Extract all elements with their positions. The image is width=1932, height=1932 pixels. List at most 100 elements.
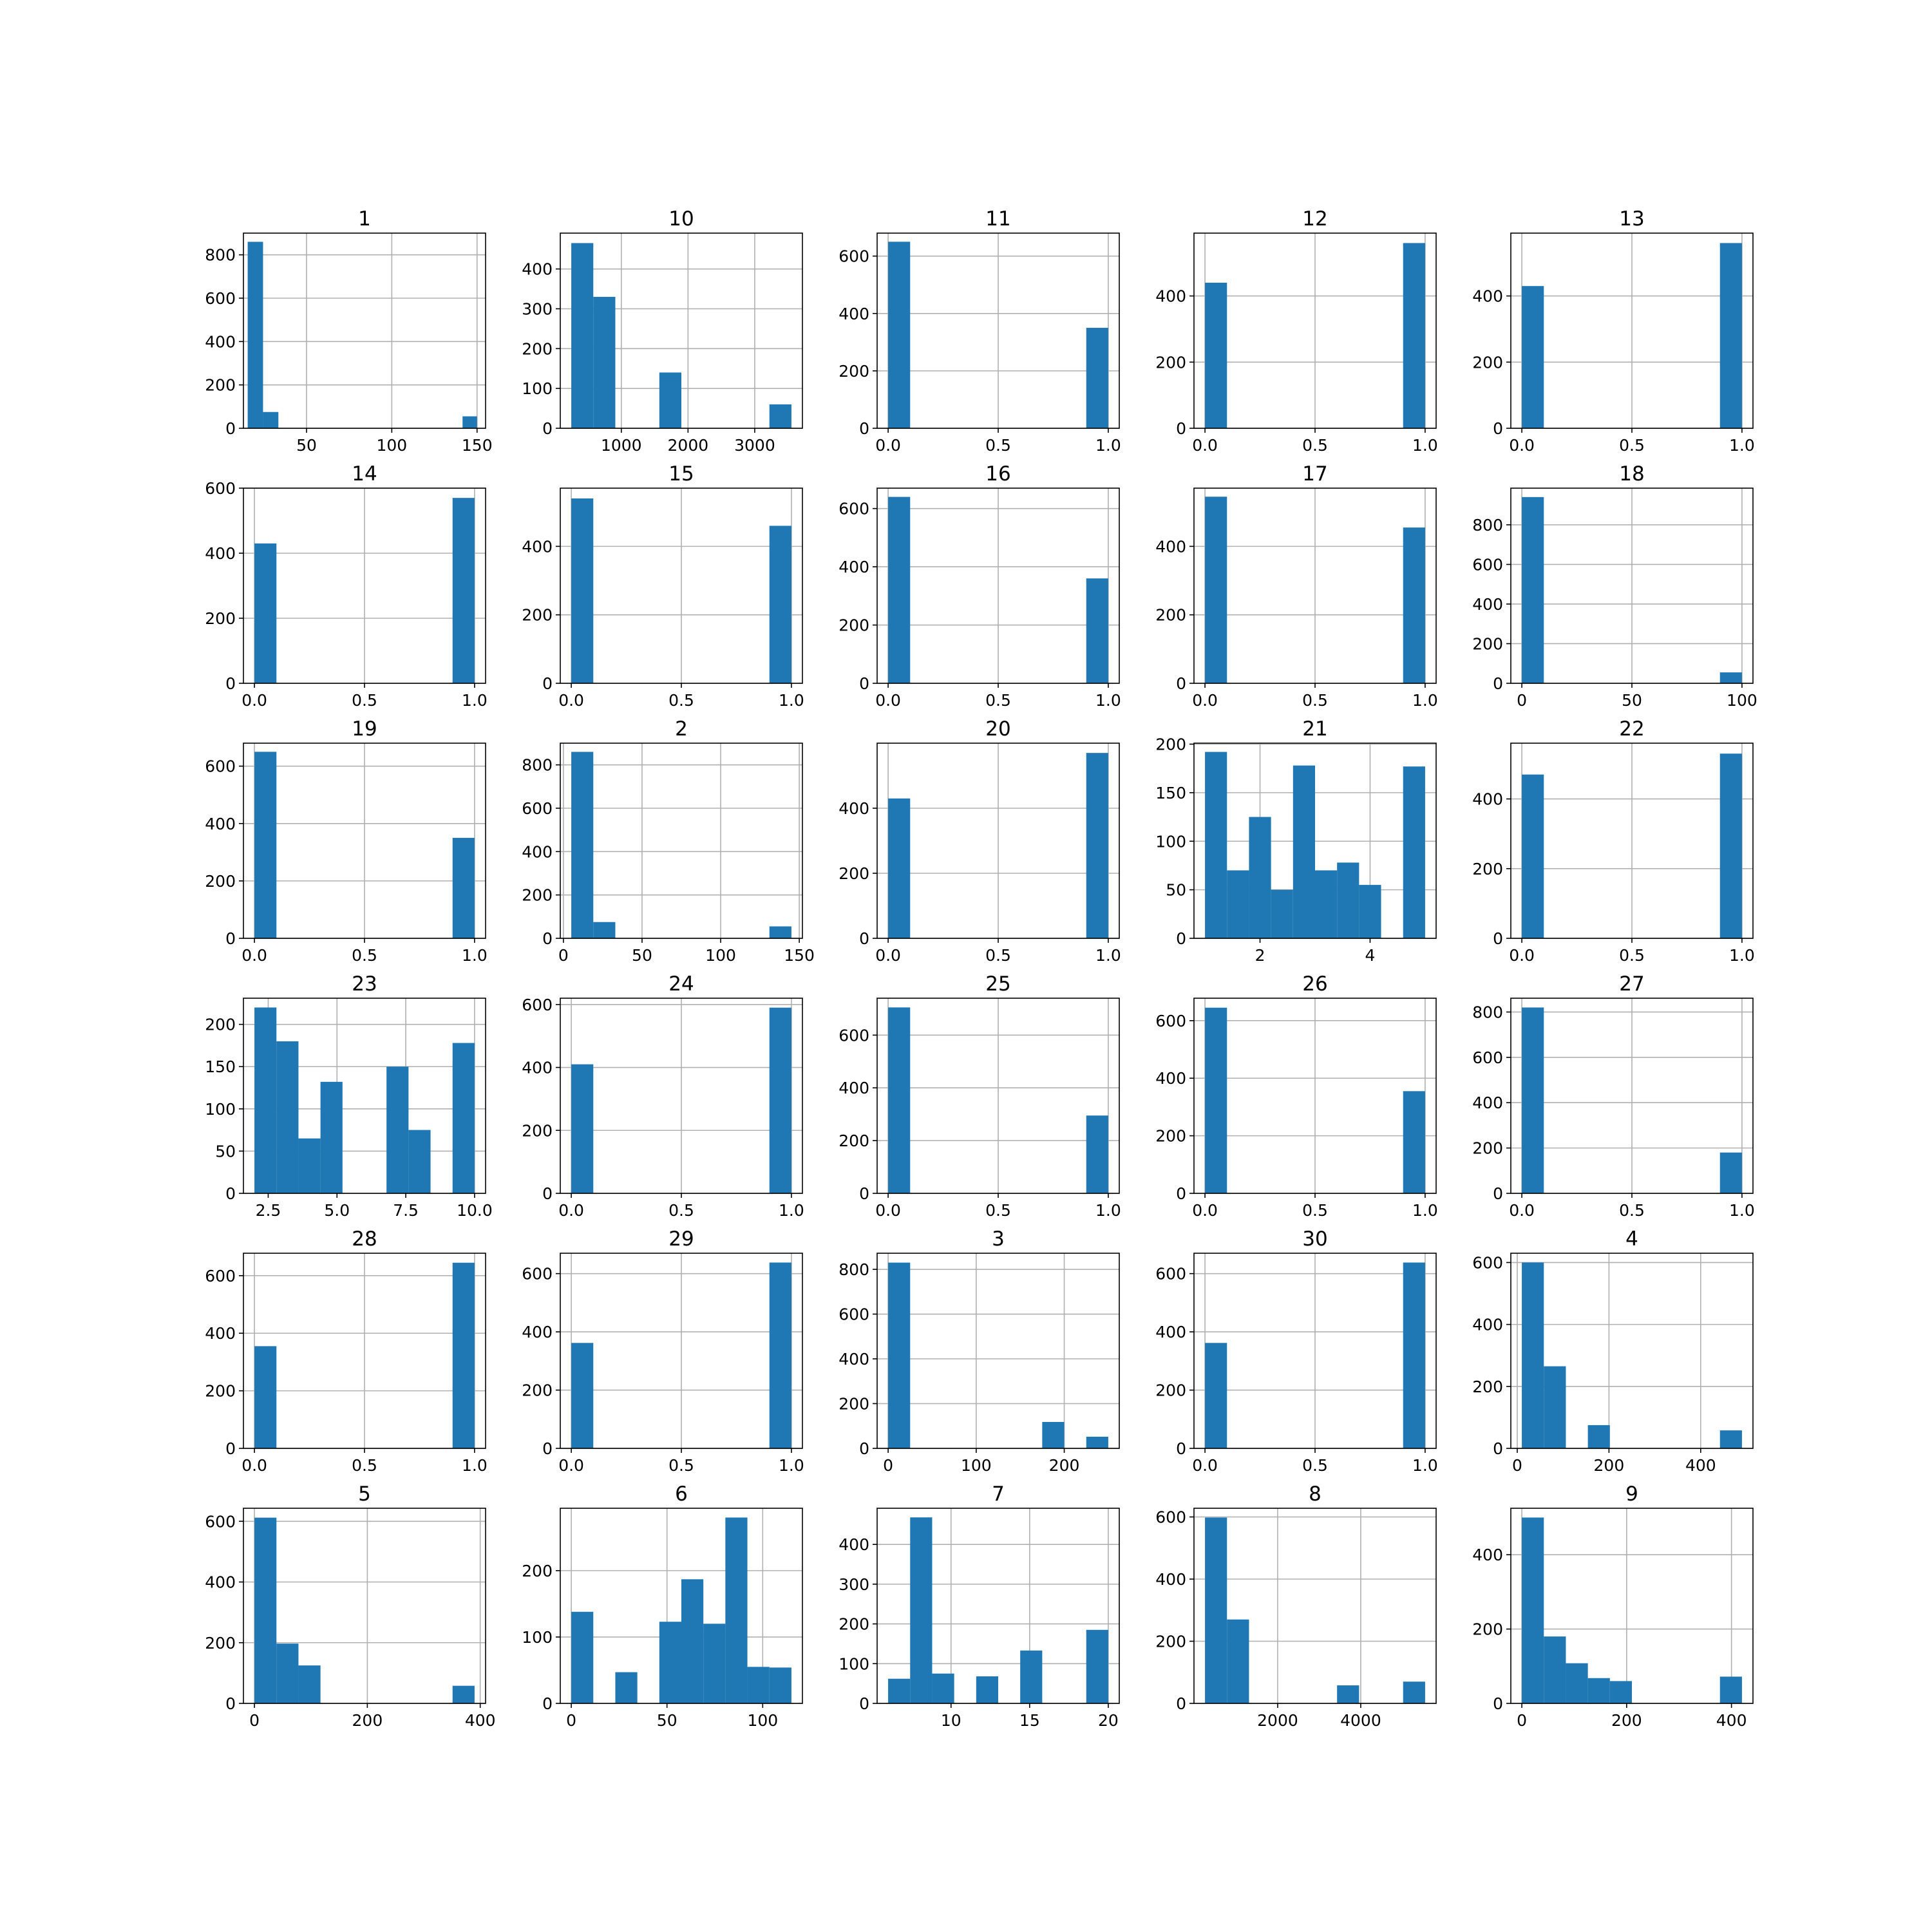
histogram-bar [888,798,911,938]
histogram-bar [1719,1430,1742,1448]
x-tick-label: 0.0 [242,1456,267,1475]
y-tick-label: 600 [522,1265,553,1283]
x-tick-label: 1.0 [1412,1201,1438,1220]
histogram-bar [276,1643,299,1703]
y-tick-label: 200 [1155,1381,1186,1400]
y-tick-label: 600 [838,247,869,266]
histogram-bar [571,752,594,938]
y-tick-label: 0 [542,1439,553,1458]
axes-frame [1510,1253,1754,1449]
histogram-bar [769,526,791,683]
panel-title: 10 [668,207,694,231]
histogram-panel: 0 50 100 0 200 400 600 800 18 [1472,462,1757,710]
histogram-panel: 2000 4000 0 200 400 600 8 [1155,1482,1437,1730]
histogram-bar [1403,527,1425,683]
histogram-bar [1086,328,1108,428]
panel-title: 26 [1302,972,1327,996]
x-tick-label: 1.0 [1729,946,1755,965]
histogram-panel: 0.0 0.5 1.0 0 200 400 600 11 [838,207,1121,455]
y-tick-label: 200 [522,1121,553,1140]
y-tick-label: 200 [205,376,236,395]
y-tick-label: 200 [1155,735,1186,754]
x-tick-label: 5.0 [324,1201,350,1220]
y-tick-label: 200 [1472,1378,1503,1396]
y-tick-label: 400 [522,537,553,556]
histogram-bar [452,838,475,938]
histogram-panel: 0.0 0.5 1.0 0 200 400 600 25 [838,972,1121,1220]
y-tick-label: 0 [225,929,236,948]
histogram-bar [408,1130,431,1193]
y-tick-label: 200 [1472,1620,1503,1639]
y-tick-label: 0 [859,1439,869,1458]
histogram-bar [276,1041,299,1193]
y-tick-label: 400 [1472,1094,1503,1112]
histogram-bar [1337,1685,1359,1703]
x-tick-label: 1.0 [1095,691,1121,710]
histogram-bar [320,1081,343,1193]
y-tick-label: 200 [1472,860,1503,878]
y-tick-label: 200 [205,1016,236,1034]
x-tick-label: 0.0 [1509,946,1535,965]
panel-title: 23 [352,972,377,996]
x-tick-label: 0.5 [985,1201,1011,1220]
x-tick-label: 400 [1685,1456,1716,1475]
x-tick-label: 0.5 [352,1456,377,1475]
histogram-bar [725,1517,748,1703]
panel-title: 12 [1302,207,1327,231]
histogram-bar [888,1007,911,1193]
x-tick-label: 0.0 [558,691,584,710]
histogram-bar [1719,1152,1742,1193]
histogram-bar [1522,1007,1544,1193]
histogram-bar [1719,243,1742,428]
histogram-bar [1522,774,1544,938]
histogram-bar [703,1624,726,1703]
y-tick-label: 400 [838,305,869,323]
x-tick-label: 0.5 [1619,436,1645,455]
histogram-bar [1271,889,1293,938]
panel-title: 29 [668,1227,694,1251]
histogram-panel: 0.0 0.5 1.0 0 200 400 22 [1472,717,1755,965]
x-tick-label: 1.0 [779,1456,804,1475]
histogram-bar [769,926,791,938]
y-tick-label: 200 [838,1132,869,1150]
y-tick-label: 0 [859,419,869,438]
axes-frame [1510,1508,1754,1704]
histogram-bar [1544,1366,1566,1448]
y-tick-label: 600 [205,289,236,308]
x-tick-label: 0.0 [1192,1201,1218,1220]
x-tick-label: 50 [657,1711,677,1730]
y-tick-label: 200 [522,339,553,358]
y-tick-label: 600 [205,1267,236,1285]
histogram-bar [254,1517,277,1703]
histogram-panel: 0.0 0.5 1.0 0 200 400 13 [1472,207,1755,455]
panel-title: 22 [1619,717,1644,741]
histogram-bar [1227,1619,1249,1703]
x-tick-label: 50 [632,946,652,965]
panel-title: 1 [358,207,371,231]
y-tick-label: 0 [1493,419,1503,438]
x-tick-label: 0.5 [352,691,377,710]
y-tick-label: 150 [205,1057,236,1076]
histogram-bar [1227,870,1249,938]
y-tick-label: 400 [838,1079,869,1097]
x-tick-label: 200 [1049,1456,1080,1475]
histogram-bar [1587,1425,1610,1448]
y-tick-label: 200 [838,362,869,381]
y-tick-label: 600 [1472,1048,1503,1067]
x-tick-label: 200 [1594,1456,1625,1475]
histogram-bar [462,416,477,428]
y-tick-label: 400 [1155,537,1186,556]
panel-title: 4 [1625,1227,1638,1251]
x-tick-label: 1.0 [1412,1456,1438,1475]
y-tick-label: 0 [542,419,553,438]
x-tick-label: 100 [1727,691,1757,710]
histogram-bar [1086,1115,1108,1193]
x-tick-label: 0.5 [1302,1456,1328,1475]
y-tick-label: 600 [1155,1265,1186,1283]
x-tick-label: 0 [566,1711,576,1730]
y-tick-label: 50 [1166,881,1186,900]
x-tick-label: 1.0 [1412,691,1438,710]
x-tick-label: 100 [377,436,408,455]
y-tick-label: 0 [1176,1184,1186,1203]
